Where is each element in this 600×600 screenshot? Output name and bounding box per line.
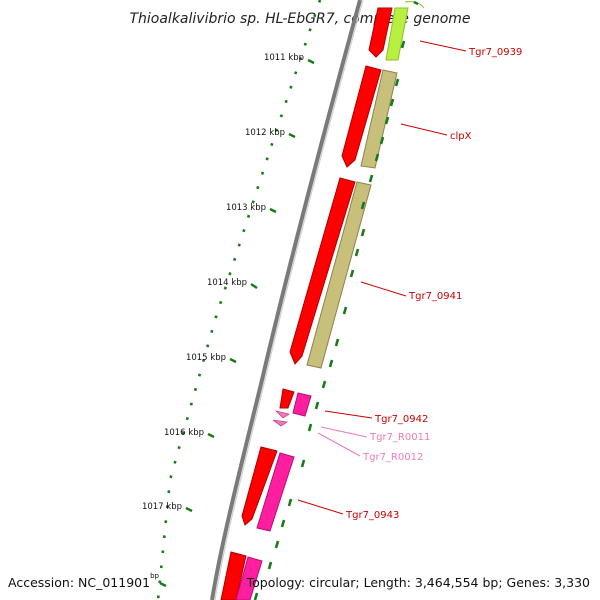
rna-block-next [235,556,263,600]
accession-info: Accession: NC_011901bp [8,572,159,590]
tick-label-1014: 1014 kbp [207,278,247,288]
gene-label-clpx[interactable]: clpX [450,131,472,142]
gene-label-tgr7-r0011[interactable]: Tgr7_R0011 [369,432,430,443]
rna-arrow-r0011[interactable] [274,410,290,419]
gene-label-tgr7-r0012[interactable]: Tgr7_R0012 [362,452,423,463]
kbp-ticks: 1011 kbp 1012 kbp 1013 kbp 1014 kbp 1015… [142,53,315,588]
gene-label-tgr7-0942[interactable]: Tgr7_0942 [374,414,428,425]
outer-ticks [253,0,419,600]
gene-label-tgr7-0943[interactable]: Tgr7_0943 [345,510,399,521]
cog-block-clpx [360,69,398,169]
cds-clpX[interactable] [341,65,382,168]
rna-arrow-r0012[interactable] [272,419,289,427]
cds-tgr7-0939[interactable] [368,7,393,58]
cog-ring [235,1,425,600]
map-title: Thioalkalivibrio sp. HL-EbGR7, complete … [129,11,470,27]
tick-label-1011: 1011 kbp [264,53,304,63]
accession-unit: bp [150,572,159,580]
tick-label-1012: 1012 kbp [245,128,285,138]
rna-arrows [272,410,290,427]
tick-label-1015: 1015 kbp [186,353,226,363]
cds-next[interactable] [220,551,247,600]
cds-tgr7-0941[interactable] [289,177,356,365]
gene-label-tgr7-0941[interactable]: Tgr7_0941 [408,291,462,302]
tick-label-1013: 1013 kbp [226,203,266,213]
cog-block-0939 [385,7,409,61]
cds-tgr7-0942[interactable] [279,388,295,409]
tick-label-1017: 1017 kbp [142,502,182,512]
gene-label-tgr7-0939[interactable]: Tgr7_0939 [468,47,522,58]
cds-ring [220,7,393,600]
scale-ring [156,0,322,600]
label-leaders [297,40,467,515]
cog-block-0941 [306,181,372,369]
backbone [210,0,364,600]
accession-text: Accession: NC_011901 [8,575,151,590]
rna-block-0942 [292,392,312,417]
cds-tgr7-0943[interactable] [241,446,278,526]
topology-info: Topology: circular; Length: 3,464,554 bp… [246,575,590,590]
rna-block-0943 [256,452,295,532]
tick-label-1016: 1016 kbp [164,428,204,438]
gene-labels: Tgr7_0939 clpX Tgr7_0941 Tgr7_0942 Tgr7_… [345,47,522,521]
